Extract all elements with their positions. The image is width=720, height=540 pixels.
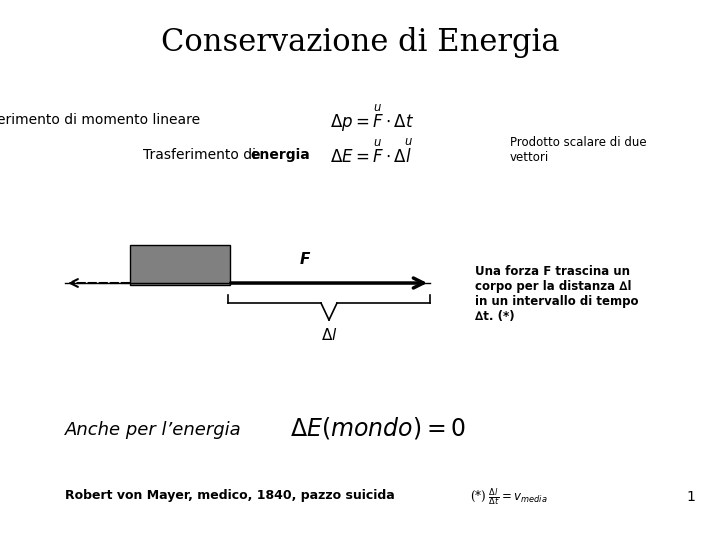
- Text: $\Delta l$: $\Delta l$: [320, 327, 337, 343]
- Text: Prodotto scalare di due
vettori: Prodotto scalare di due vettori: [510, 136, 647, 164]
- Text: 1: 1: [686, 490, 695, 504]
- Text: Una forza F trascina un
corpo per la distanza ∆l
in un intervallo di tempo
∆t. (: Una forza F trascina un corpo per la dis…: [475, 265, 639, 323]
- Text: $\Delta E(mondo) = 0$: $\Delta E(mondo) = 0$: [290, 415, 466, 441]
- Text: $\Delta E = \overset{u}{F} \cdot \Delta\overset{u}{l}$: $\Delta E = \overset{u}{F} \cdot \Delta\…: [330, 139, 414, 167]
- Text: Robert von Mayer, medico, 1840, pazzo suicida: Robert von Mayer, medico, 1840, pazzo su…: [65, 489, 395, 502]
- Text: $\Delta p = \overset{u}{F} \cdot \Delta t$: $\Delta p = \overset{u}{F} \cdot \Delta …: [330, 103, 414, 133]
- Text: F: F: [300, 253, 310, 267]
- Text: Anche per l’energia: Anche per l’energia: [65, 421, 242, 439]
- Text: energia: energia: [250, 148, 310, 162]
- Text: Trasferimento di momento lineare: Trasferimento di momento lineare: [0, 113, 200, 127]
- Bar: [130, 245, 230, 285]
- Text: Trasferimento di: Trasferimento di: [143, 148, 261, 162]
- Text: (*) $\frac{\Delta l}{\Delta t} = v_{media}$: (*) $\frac{\Delta l}{\Delta t} = v_{medi…: [470, 487, 548, 508]
- Text: Conservazione di Energia: Conservazione di Energia: [161, 26, 559, 57]
